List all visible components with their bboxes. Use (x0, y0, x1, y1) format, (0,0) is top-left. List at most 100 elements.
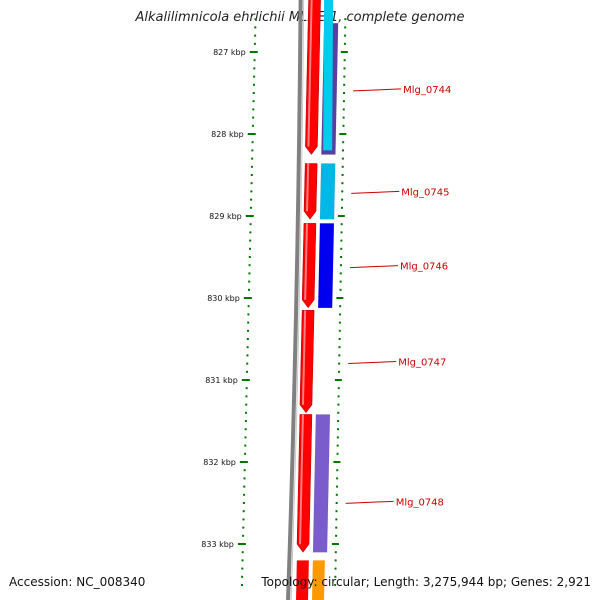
minor-tick (252, 83, 255, 86)
minor-tick-right (337, 387, 340, 390)
minor-tick-right (340, 247, 343, 250)
minor-tick (242, 502, 245, 504)
cds-arrow (305, 0, 321, 155)
tick-label: 828 kbp (211, 130, 244, 139)
gene-leader-line (349, 265, 398, 269)
tick-label: 829 kbp (209, 212, 242, 221)
minor-tick-right (340, 256, 343, 258)
minor-tick-right (340, 239, 343, 242)
minor-tick (245, 387, 248, 390)
gene-feature (317, 223, 335, 309)
minor-tick (250, 165, 253, 168)
major-tick-right (336, 297, 344, 299)
gene-label: Mlg_0748 (396, 497, 444, 508)
gene-leader-line (348, 361, 397, 365)
minor-tick (241, 551, 244, 554)
cds-arrow-partial (296, 560, 309, 600)
cds-arrow (296, 414, 313, 553)
minor-tick-right (339, 313, 342, 316)
minor-tick-right (341, 157, 344, 160)
minor-tick-right (342, 124, 345, 127)
minor-tick-right (335, 518, 338, 521)
minor-tick-right (342, 149, 345, 152)
minor-tick (243, 469, 246, 472)
minor-tick-right (344, 26, 347, 29)
minor-tick-right (341, 198, 344, 201)
minor-tick (241, 567, 244, 570)
major-tick (237, 543, 246, 545)
accession-text: Accession: NC_008340 (9, 575, 146, 589)
cds-arrow (299, 310, 315, 414)
minor-tick (244, 452, 247, 455)
minor-tick-right (344, 34, 347, 37)
minor-tick-right (339, 264, 342, 267)
minor-tick (251, 141, 254, 144)
tick-label: 833 kbp (201, 540, 234, 549)
minor-tick (246, 354, 249, 357)
minor-tick (242, 534, 245, 537)
major-tick-right (331, 543, 339, 545)
minor-tick (248, 280, 251, 283)
minor-tick-right (341, 165, 344, 168)
minor-tick (249, 231, 252, 234)
minor-tick-right (338, 354, 341, 357)
cds-highlight (301, 310, 307, 405)
minor-tick (254, 26, 257, 29)
tick-label: 830 kbp (207, 294, 240, 303)
minor-tick-right (335, 534, 338, 537)
minor-tick (243, 477, 246, 480)
minor-tick (252, 100, 255, 103)
genome-summary-text: Topology: circular; Length: 3,275,944 bp… (261, 575, 591, 589)
minor-tick-right (335, 485, 338, 488)
cds-highlight (307, 0, 313, 147)
minor-tick-right (343, 59, 346, 62)
minor-tick (245, 403, 248, 406)
minor-tick-right (338, 362, 341, 365)
minor-tick (246, 346, 249, 349)
minor-tick-right (334, 584, 337, 586)
major-tick (243, 297, 252, 299)
minor-tick (250, 198, 253, 201)
gene-leader-line (351, 190, 400, 194)
gene-feature-overlap (323, 0, 334, 151)
minor-tick-right (338, 338, 341, 340)
cds-highlight (299, 414, 304, 545)
minor-tick-right (342, 141, 345, 144)
minor-tick (250, 174, 253, 176)
minor-tick-right (334, 559, 337, 562)
minor-tick-right (343, 67, 346, 70)
minor-tick-right (340, 223, 343, 226)
minor-tick-right (334, 567, 337, 570)
minor-tick-right (338, 346, 341, 349)
minor-tick-right (343, 42, 346, 45)
major-tick-right (334, 379, 342, 381)
tick-layer: 827 kbp 828 kbp 829 kbp 830 kbp 831 kbp 832 k… (201, 18, 348, 586)
major-tick (245, 215, 254, 217)
minor-tick-right (336, 469, 339, 472)
minor-tick (249, 223, 252, 226)
minor-tick (253, 59, 256, 62)
minor-tick-right (342, 108, 345, 111)
minor-tick-right (335, 526, 338, 529)
minor-tick-right (341, 190, 344, 193)
gene-label: Mlg_0747 (398, 358, 446, 369)
cds-highlight (304, 223, 308, 300)
gene-feature (312, 414, 331, 553)
minor-tick-right (337, 411, 340, 414)
minor-tick-right (337, 403, 340, 406)
minor-tick (252, 92, 255, 94)
minor-tick-right (336, 452, 339, 455)
gene-feature (319, 163, 336, 220)
minor-tick (252, 108, 255, 111)
minor-tick (244, 420, 247, 422)
backbone-outer (286, 0, 303, 600)
minor-tick (247, 313, 250, 316)
minor-tick (243, 493, 246, 496)
minor-tick (242, 526, 245, 529)
minor-tick (251, 149, 254, 152)
minor-tick-right (336, 428, 339, 431)
minor-tick (248, 264, 251, 267)
minor-tick-right (341, 182, 344, 185)
